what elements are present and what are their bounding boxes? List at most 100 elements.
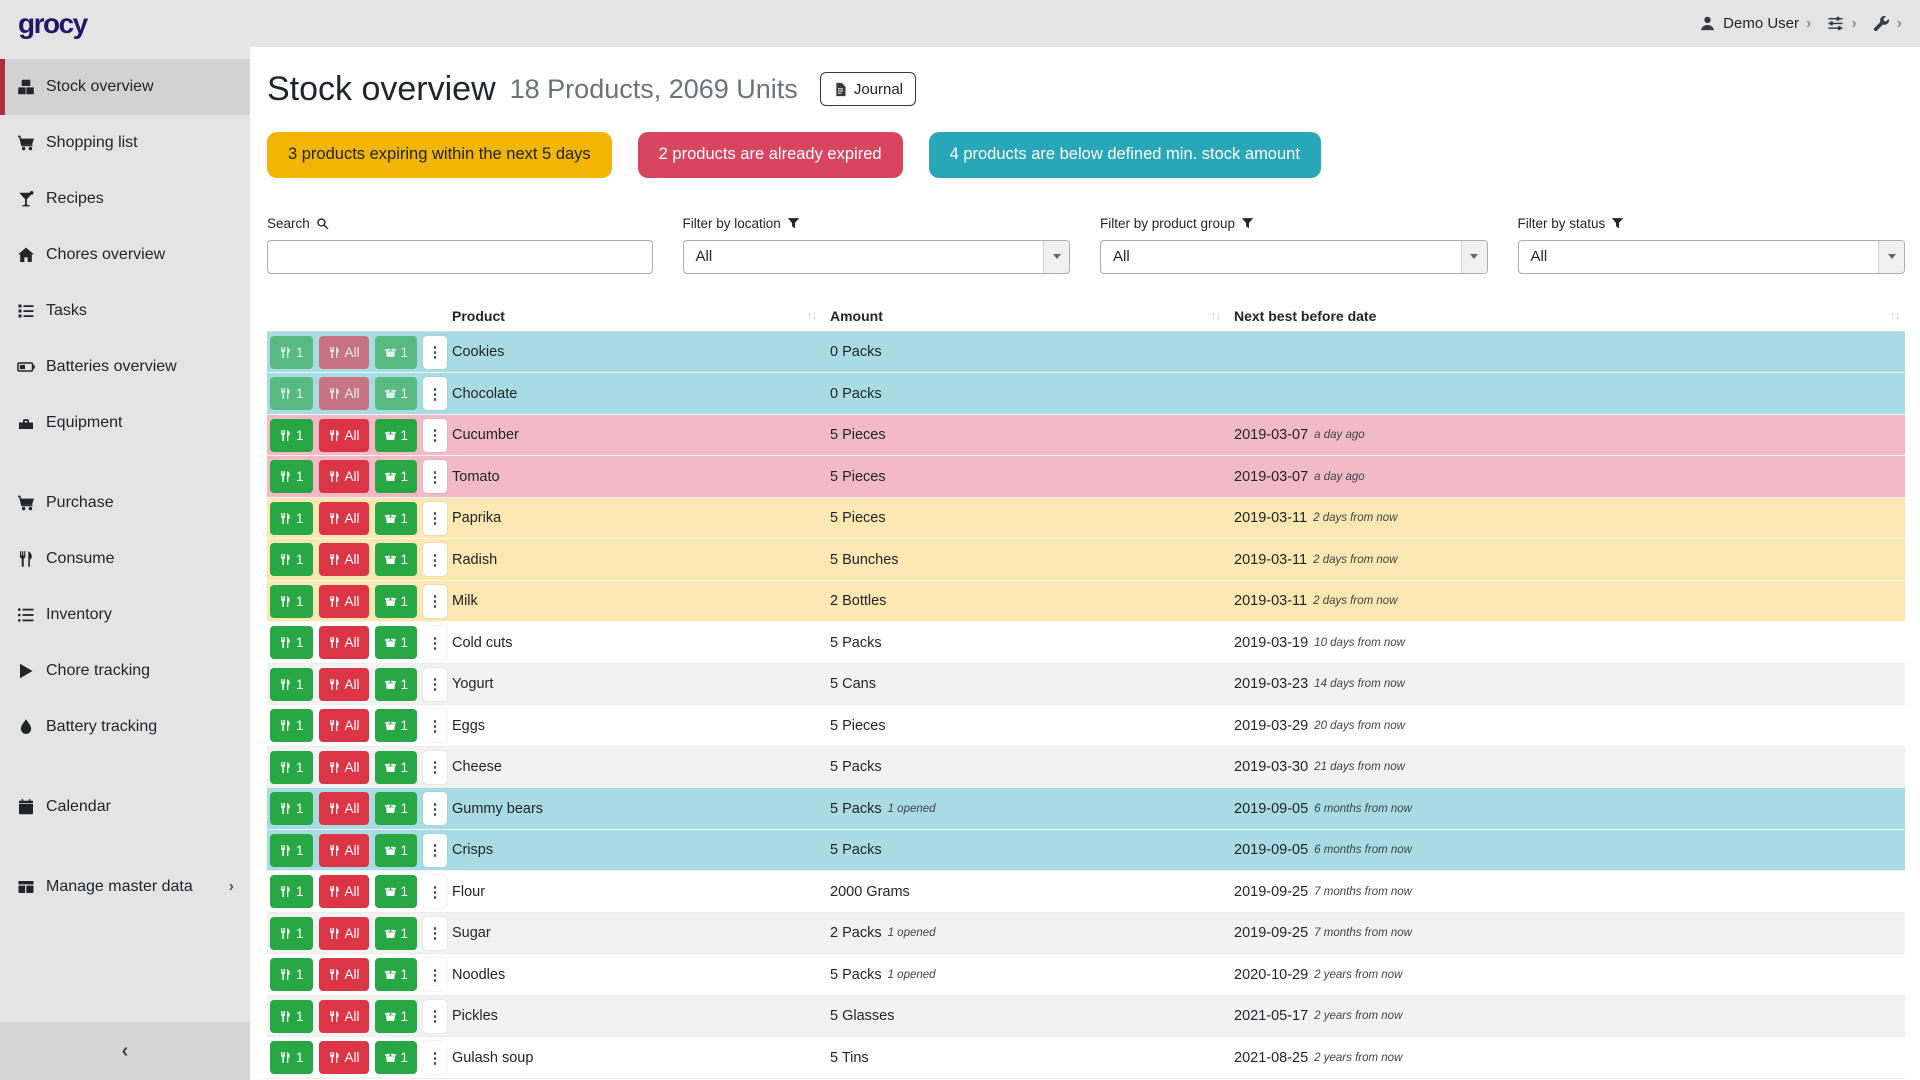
consume-all-button[interactable]: All (318, 418, 369, 452)
row-menu-button[interactable]: ⋮ (423, 418, 448, 452)
column-header-amount[interactable]: Amount ↑↓ (830, 308, 1221, 325)
consume-all-button[interactable]: All (318, 501, 369, 535)
row-menu-button[interactable]: ⋮ (423, 1041, 448, 1075)
consume-one-button[interactable]: 1 (270, 1041, 313, 1075)
row-menu-button[interactable]: ⋮ (423, 875, 448, 909)
row-menu-button[interactable]: ⋮ (423, 750, 448, 784)
row-menu-button[interactable]: ⋮ (423, 999, 448, 1033)
sidebar-collapse-button[interactable]: ‹ (0, 1022, 250, 1080)
consume-all-button[interactable]: All (318, 335, 369, 369)
sidebar-item-consume[interactable]: Consume (0, 531, 250, 587)
consume-one-button[interactable]: 1 (270, 584, 313, 618)
status-filter-select[interactable]: All (1517, 239, 1905, 274)
product-group-filter-select[interactable]: All (1100, 239, 1488, 274)
sidebar-item-purchase[interactable]: Purchase (0, 475, 250, 531)
consume-one-button[interactable]: 1 (270, 709, 313, 743)
row-menu-button[interactable]: ⋮ (423, 626, 448, 660)
sidebar-item-recipes[interactable]: Recipes (0, 171, 250, 227)
open-one-button[interactable]: 1 (374, 1041, 418, 1075)
open-one-button[interactable]: 1 (374, 335, 418, 369)
consume-all-button[interactable]: All (318, 377, 369, 411)
consume-one-button[interactable]: 1 (270, 501, 313, 535)
expired-alert-badge[interactable]: 2 products are already expired (637, 131, 903, 178)
row-menu-button[interactable]: ⋮ (423, 460, 448, 494)
sidebar-item-tasks[interactable]: Tasks (0, 283, 250, 339)
consume-one-button[interactable]: 1 (270, 792, 313, 826)
row-menu-button[interactable]: ⋮ (423, 584, 448, 618)
open-one-button[interactable]: 1 (374, 667, 418, 701)
row-menu-button[interactable]: ⋮ (423, 709, 448, 743)
expiring-alert-badge[interactable]: 3 products expiring within the next 5 da… (267, 131, 612, 178)
open-one-button[interactable]: 1 (374, 460, 418, 494)
open-one-button[interactable]: 1 (374, 377, 418, 411)
column-header-next-best-before-date[interactable]: Next best before date ↑↓ (1234, 308, 1900, 325)
consume-one-button[interactable]: 1 (270, 958, 313, 992)
consume-one-button[interactable]: 1 (270, 626, 313, 660)
consume-all-button[interactable]: All (318, 626, 369, 660)
consume-all-button[interactable]: All (318, 792, 369, 826)
sidebar-item-calendar[interactable]: Calendar (0, 779, 250, 835)
row-menu-button[interactable]: ⋮ (423, 335, 448, 369)
consume-one-button[interactable]: 1 (270, 833, 313, 867)
sidebar-item-battery-tracking[interactable]: Battery tracking (0, 699, 250, 755)
open-one-button[interactable]: 1 (374, 543, 418, 577)
consume-all-button[interactable]: All (318, 584, 369, 618)
consume-all-button[interactable]: All (318, 709, 369, 743)
consume-all-button[interactable]: All (318, 543, 369, 577)
search-input[interactable] (267, 239, 653, 274)
consume-one-button[interactable]: 1 (270, 916, 313, 950)
consume-all-button[interactable]: All (318, 1041, 369, 1075)
consume-all-button[interactable]: All (318, 916, 369, 950)
consume-all-button[interactable]: All (318, 999, 369, 1033)
app-logo[interactable]: grocy (18, 7, 88, 39)
sidebar-item-equipment[interactable]: Equipment (0, 395, 250, 451)
sidebar-item-chore-tracking[interactable]: Chore tracking (0, 643, 250, 699)
sidebar-item-shopping-list[interactable]: Shopping list (0, 115, 250, 171)
consume-all-button[interactable]: All (318, 958, 369, 992)
sidebar-item-stock-overview[interactable]: Stock overview (0, 59, 250, 115)
consume-all-button[interactable]: All (318, 833, 369, 867)
row-menu-button[interactable]: ⋮ (423, 792, 448, 826)
settings-menu[interactable]: › (1827, 15, 1857, 32)
open-one-button[interactable]: 1 (374, 709, 418, 743)
consume-all-button[interactable]: All (318, 750, 369, 784)
column-header-product[interactable]: Product ↑↓ (452, 308, 817, 325)
row-menu-button[interactable]: ⋮ (423, 958, 448, 992)
row-menu-button[interactable]: ⋮ (423, 667, 448, 701)
open-one-button[interactable]: 1 (374, 792, 418, 826)
sidebar-item-inventory[interactable]: Inventory (0, 587, 250, 643)
sidebar-item-manage-master-data[interactable]: Manage master data › (0, 859, 250, 915)
open-one-button[interactable]: 1 (374, 626, 418, 660)
consume-one-button[interactable]: 1 (270, 667, 313, 701)
open-one-button[interactable]: 1 (374, 875, 418, 909)
consume-one-button[interactable]: 1 (270, 418, 313, 452)
consume-all-button[interactable]: All (318, 875, 369, 909)
consume-one-button[interactable]: 1 (270, 377, 313, 411)
open-one-button[interactable]: 1 (374, 418, 418, 452)
row-menu-button[interactable]: ⋮ (423, 501, 448, 535)
sidebar-item-batteries-overview[interactable]: Batteries overview (0, 339, 250, 395)
open-one-button[interactable]: 1 (374, 584, 418, 618)
consume-all-button[interactable]: All (318, 667, 369, 701)
consume-one-button[interactable]: 1 (270, 543, 313, 577)
consume-one-button[interactable]: 1 (270, 875, 313, 909)
consume-one-button[interactable]: 1 (270, 335, 313, 369)
open-one-button[interactable]: 1 (374, 833, 418, 867)
row-menu-button[interactable]: ⋮ (423, 916, 448, 950)
row-menu-button[interactable]: ⋮ (423, 377, 448, 411)
row-menu-button[interactable]: ⋮ (423, 833, 448, 867)
open-one-button[interactable]: 1 (374, 999, 418, 1033)
below-min-stock-alert-badge[interactable]: 4 products are below defined min. stock … (928, 131, 1321, 178)
open-one-button[interactable]: 1 (374, 750, 418, 784)
admin-menu[interactable]: › (1873, 15, 1902, 32)
sidebar-item-chores-overview[interactable]: Chores overview (0, 227, 250, 283)
open-one-button[interactable]: 1 (374, 501, 418, 535)
consume-one-button[interactable]: 1 (270, 999, 313, 1033)
journal-button[interactable]: Journal (819, 72, 917, 107)
user-menu[interactable]: Demo User › (1699, 15, 1811, 32)
location-filter-select[interactable]: All (682, 239, 1070, 274)
consume-one-button[interactable]: 1 (270, 460, 313, 494)
row-menu-button[interactable]: ⋮ (423, 543, 448, 577)
consume-one-button[interactable]: 1 (270, 750, 313, 784)
consume-all-button[interactable]: All (318, 460, 369, 494)
